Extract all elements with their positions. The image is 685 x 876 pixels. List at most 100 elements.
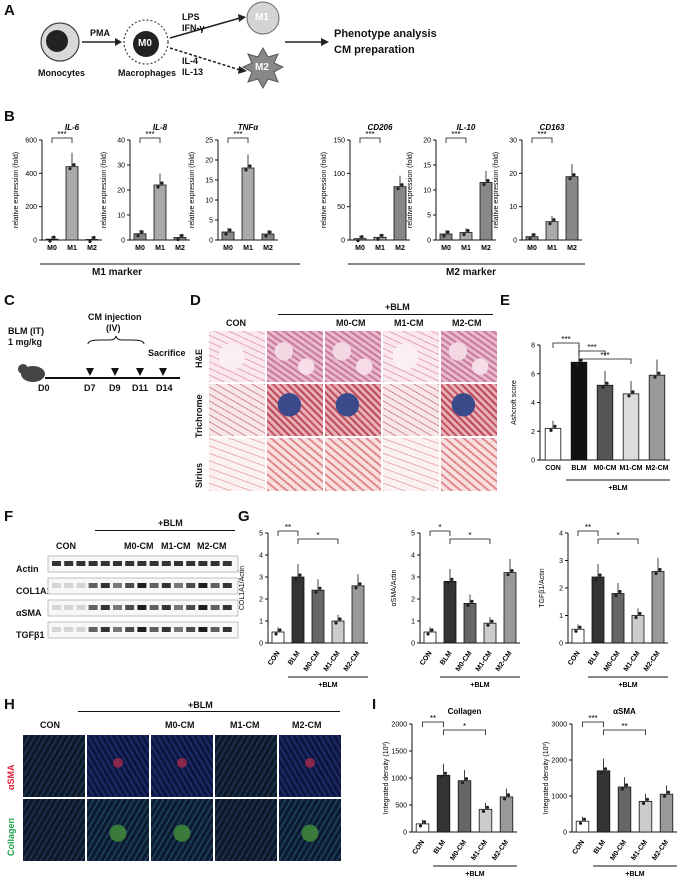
bar-m1-cm [478,808,493,833]
data-point [666,790,671,794]
d-row-he: H&E [194,348,204,368]
cm-brace [87,335,145,345]
significance-bracket [577,530,599,536]
x-tick-label: CON [567,650,582,667]
blot-band [76,561,86,566]
monocyte-nucleus [46,30,68,52]
blot-band [100,561,110,566]
y-tick-label: 5 [259,531,263,538]
data-point [657,371,661,375]
bar-m2 [261,233,275,241]
chart-e: 0 2 4 6 8 CON BLM M0-CM M1-CM M2-CM Ashcroft score… [511,335,670,492]
data-point [624,783,629,787]
h-col-m2cm: M2-CM [292,720,322,730]
x-tick-label: BLM [433,839,448,856]
data-point [603,767,608,771]
data-point [654,571,658,576]
y-tick-label: 1 [559,613,563,620]
x-tick-label: M1-CM [620,465,643,472]
chart-b-cd163: 0 10 20 30 M0 M1 M2 relative expression (fold) C… [493,123,582,252]
y-tick-label: 20 [205,158,213,165]
bar-m2-cm [503,572,517,644]
data-point [380,233,384,237]
data-point [601,385,605,389]
f-row-actin: Actin [16,564,39,574]
significance-label: ** [430,714,436,723]
significance-label: *** [600,351,609,360]
significance-label: * [468,531,471,540]
western-blot [47,555,239,639]
significance-bracket [443,729,486,735]
bar-m1-cm [638,801,653,833]
data-point [338,617,342,621]
blot-band [64,605,74,610]
y-tick-label: 30 [509,138,517,145]
y-tick-label: 0 [531,458,535,465]
blot-band [113,583,122,588]
data-point [48,239,52,243]
data-point [470,599,474,603]
blot-band [174,605,183,610]
m1-cell [246,1,280,35]
data-point [160,181,164,185]
m1-marker-label: M1 marker [92,267,143,278]
m2-arrow [169,47,241,71]
blot-band [198,561,208,566]
data-point [578,821,583,825]
significance-label: * [616,531,619,540]
blot-band [76,627,86,632]
y-tick-label: 1 [411,619,415,626]
label-blm-it: BLM (IT) [8,326,44,336]
data-point [653,375,657,379]
blot-band [161,583,171,588]
blot-band [137,561,147,566]
x-tick-label: M0-CM [449,839,468,862]
data-point [450,577,454,581]
x-tick-label: CON [419,650,434,667]
data-point [446,581,450,585]
x-tick-label: M1-CM [470,839,489,862]
x-tick-label: M2 [395,245,405,252]
data-point [641,801,646,805]
data-point [274,632,278,636]
h-row-asma: αSMA [6,764,16,790]
bar-blm [443,581,457,644]
blot-band [198,583,208,588]
x-tick-label: M2-CM [491,839,510,862]
data-point [244,168,248,172]
significance-bracket [582,721,604,727]
data-point [422,820,427,824]
blot-band [222,605,232,610]
y-tick-label: 10 [423,188,431,195]
blot-band [64,561,74,566]
data-point [356,239,360,243]
data-point [486,623,490,627]
data-point [464,777,469,781]
blot-band [186,561,196,566]
x-tick-label: M2 [87,245,97,252]
bar-m1 [65,166,79,241]
bar-m2-cm [499,796,514,833]
label-monocytes: Monocytes [38,68,86,78]
x-tick-label: M1-CM [323,650,342,673]
y-tick-label: 5 [411,531,415,538]
significance-label: *** [588,714,597,723]
x-tick-label: M1-CM [475,650,494,673]
bar-m0-cm [457,780,472,833]
bar-m2-cm [648,374,666,461]
data-point [136,234,140,238]
data-point [358,582,362,586]
data-point [426,632,430,636]
data-point [268,230,272,234]
data-point [400,183,404,187]
injection-marker-d9 [111,368,119,376]
bar-m0-cm [617,786,632,833]
h-asma-m2cm [278,734,342,798]
significance-bracket [422,721,444,727]
panel-letter-f: F [4,508,14,525]
y-tick-label: 600 [25,138,37,145]
h-col-img-con [22,798,86,862]
h-asma-blm [86,734,150,798]
data-point [228,228,232,232]
y-tick-label: 2000 [551,758,567,765]
